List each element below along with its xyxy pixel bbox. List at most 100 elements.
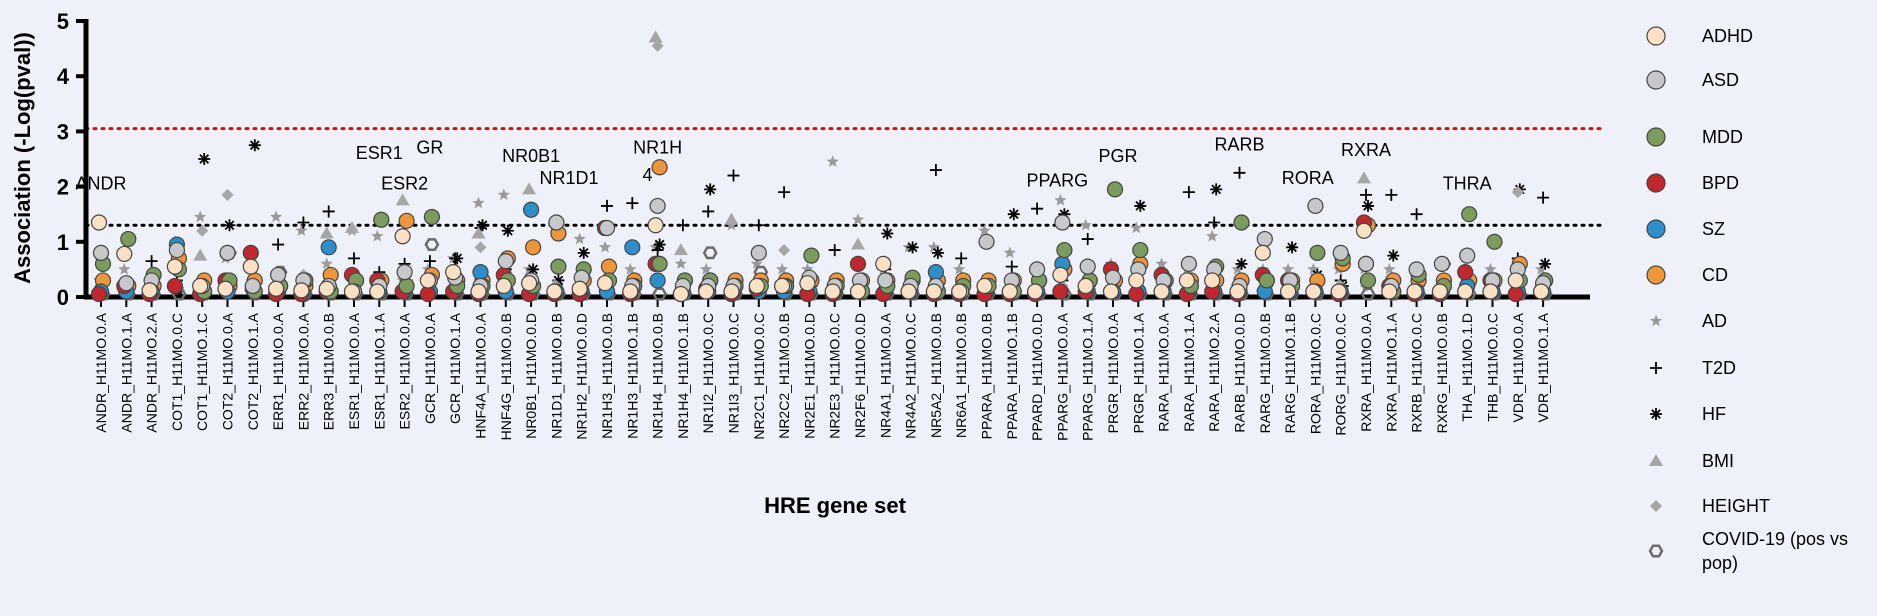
point-adhd xyxy=(1406,283,1423,300)
point-t2d xyxy=(1233,166,1246,179)
x-tick-label: NR5A2_H11MO.0.B xyxy=(928,313,944,438)
point-mdd xyxy=(398,277,415,295)
point-cd xyxy=(651,159,668,176)
x-tick-label: COT2_H11MO.0.A xyxy=(220,312,236,430)
point-height xyxy=(196,224,209,237)
point-adhd xyxy=(1153,283,1170,300)
point-adhd xyxy=(1381,283,1398,300)
point-adhd xyxy=(698,283,715,300)
point-hf xyxy=(704,183,717,196)
point-adhd xyxy=(748,277,765,295)
x-tick-label: PPARA_H11MO.0.B xyxy=(979,313,995,439)
point-ad xyxy=(700,262,713,275)
data-points xyxy=(90,30,1554,303)
point-asd xyxy=(497,253,514,270)
point-height xyxy=(1511,186,1524,199)
point-adhd xyxy=(723,283,740,300)
point-bpd xyxy=(849,255,867,272)
legend-label: ASD xyxy=(1702,70,1739,90)
point-asd xyxy=(598,219,616,237)
x-tick-label: NR1H4_H11MO.0.B xyxy=(650,313,666,439)
point-mdd xyxy=(373,211,390,228)
x-tick-label: PRGR_H11MO.0.A xyxy=(1105,312,1121,433)
point-bmi xyxy=(1357,171,1371,184)
point-adhd xyxy=(394,228,411,245)
point-adhd xyxy=(293,282,310,299)
point-adhd xyxy=(1128,272,1145,289)
point-adhd xyxy=(1279,283,1297,300)
x-tick-label: NR1D1_H11MO.0.B xyxy=(548,313,564,439)
x-tick-label: COT1_H11MO.0.C xyxy=(169,313,185,431)
point-bpd xyxy=(90,285,108,303)
point-ad xyxy=(1079,218,1092,231)
point-ad xyxy=(1155,257,1168,270)
legend-marker-bpd xyxy=(1646,173,1666,193)
point-ad xyxy=(953,262,966,275)
point-asd xyxy=(118,275,135,292)
x-tick-label: NR1H3_H11MO.1.B xyxy=(624,313,640,439)
x-tick-label: NR1I3_H11MO.0.C xyxy=(726,313,742,433)
point-adhd xyxy=(849,283,867,300)
point-sz xyxy=(472,264,489,281)
point-adhd xyxy=(520,275,538,292)
point-adhd xyxy=(445,264,462,281)
point-adhd xyxy=(1001,283,1018,300)
point-ad xyxy=(1206,229,1219,242)
legend-marker-mdd xyxy=(1646,127,1666,147)
point-ad xyxy=(573,232,586,245)
legend-label: SZ xyxy=(1702,219,1725,239)
point-height xyxy=(651,39,664,52)
x-tick-label: RARG_H11MO.1.B xyxy=(1282,313,1298,433)
y-tick-label: 1 xyxy=(57,230,69,255)
x-tick-label: PPARD_H11MO.0.D xyxy=(1029,313,1045,441)
x-tick-label: ESR1_H11MO.0.A xyxy=(346,312,362,429)
point-hf xyxy=(223,219,236,232)
point-adhd xyxy=(1457,283,1474,300)
point-t2d xyxy=(727,169,740,182)
x-tick-label: ANDR_H11MO.1.A xyxy=(118,312,134,432)
point-sz xyxy=(320,239,337,256)
x-tick-label: ERR2_H11MO.0.A xyxy=(295,312,311,430)
point-ad xyxy=(649,240,662,253)
point-ad xyxy=(624,262,637,275)
point-hf xyxy=(1210,183,1223,196)
y-tick-label: 3 xyxy=(57,119,69,144)
point-adhd xyxy=(1482,283,1499,300)
x-tick-label: RORA_H11MO.0.C xyxy=(1307,313,1323,434)
legend-marker-t2d xyxy=(1650,362,1662,374)
point-t2d xyxy=(626,197,639,210)
point-hf xyxy=(1235,257,1248,270)
point-asd xyxy=(1408,261,1425,278)
point-asd xyxy=(548,214,565,231)
point-asd xyxy=(1357,255,1375,272)
point-adhd xyxy=(647,217,664,234)
point-ad xyxy=(295,224,308,237)
annotation-label: PPARG xyxy=(1026,171,1088,191)
legend-marker-adhd xyxy=(1646,26,1666,46)
legend-label: HF xyxy=(1702,404,1726,424)
point-ad xyxy=(118,262,131,275)
x-tick-label: VDR_H11MO.0.A xyxy=(1510,312,1526,422)
point-bmi xyxy=(193,248,208,261)
point-mdd xyxy=(803,247,820,264)
point-bpd xyxy=(1052,283,1069,300)
annotation-label: ANDR xyxy=(75,173,126,193)
point-adhd xyxy=(1254,244,1271,261)
point-bmi xyxy=(345,221,359,233)
point-asd xyxy=(649,197,666,215)
point-adhd xyxy=(1355,222,1373,239)
point-adhd xyxy=(1507,272,1524,289)
point-bpd xyxy=(242,244,259,261)
x-tick-label: PRGR_H11MO.1.A xyxy=(1130,312,1146,433)
x-tick-label: RXRB_H11MO.0.C xyxy=(1409,313,1425,433)
point-bpd xyxy=(1128,285,1145,303)
point-hf xyxy=(1007,208,1020,221)
point-adhd xyxy=(318,280,335,297)
point-hf xyxy=(501,224,514,237)
point-adhd xyxy=(799,275,816,292)
point-bmi xyxy=(319,226,334,239)
x-tick-label: NR2F6_H11MO.0.D xyxy=(852,313,868,438)
x-tick-label: NR4A1_H11MO.0.A xyxy=(877,312,893,438)
